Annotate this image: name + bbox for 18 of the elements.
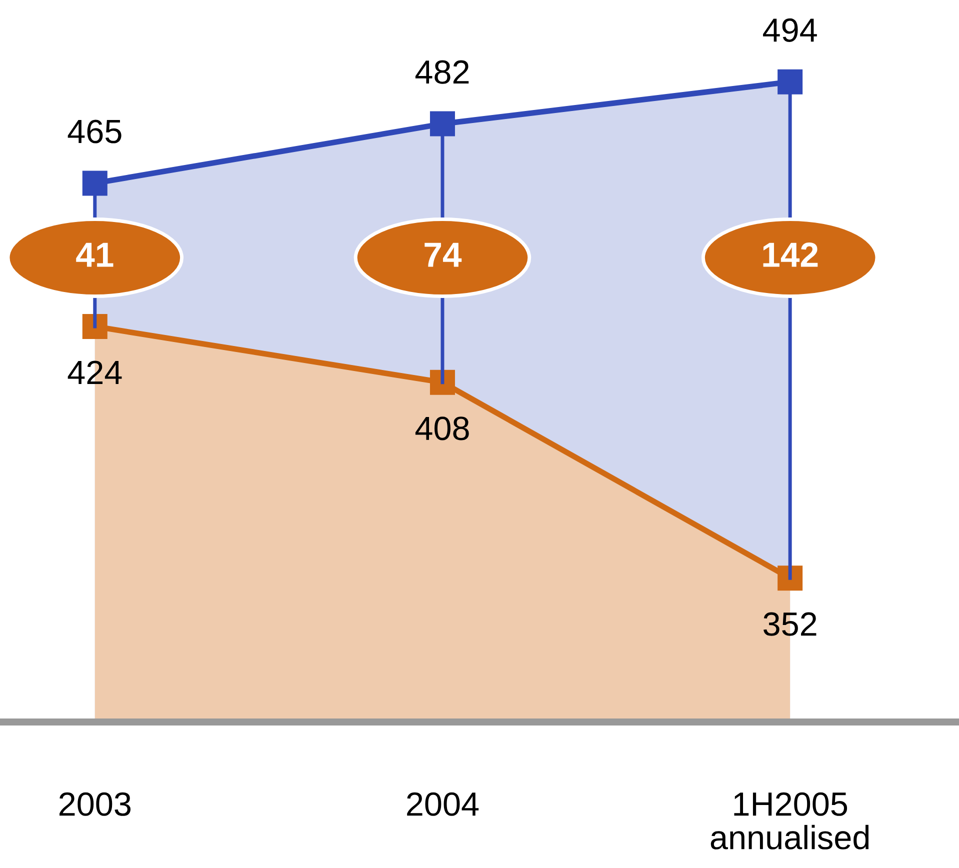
annotation: 74 (424, 242, 462, 267)
point (430, 111, 455, 136)
point (82, 170, 108, 196)
data-label: 465 (68, 120, 122, 144)
point (82, 314, 108, 339)
data-label: 494 (763, 18, 817, 42)
point (430, 370, 455, 395)
x-tick-label: 1H2005 annualised (710, 792, 869, 850)
data-label: 352 (764, 612, 816, 636)
point (778, 69, 803, 94)
annotation: 41 (76, 242, 114, 267)
point (778, 566, 803, 591)
x-tick-label: 2004 (407, 792, 479, 816)
data-label: 482 (415, 60, 469, 84)
annotation: 142 (763, 242, 818, 267)
x-tick-label: 2003 (59, 792, 131, 816)
data-label: 424 (68, 360, 122, 384)
data-label: 408 (415, 416, 469, 440)
